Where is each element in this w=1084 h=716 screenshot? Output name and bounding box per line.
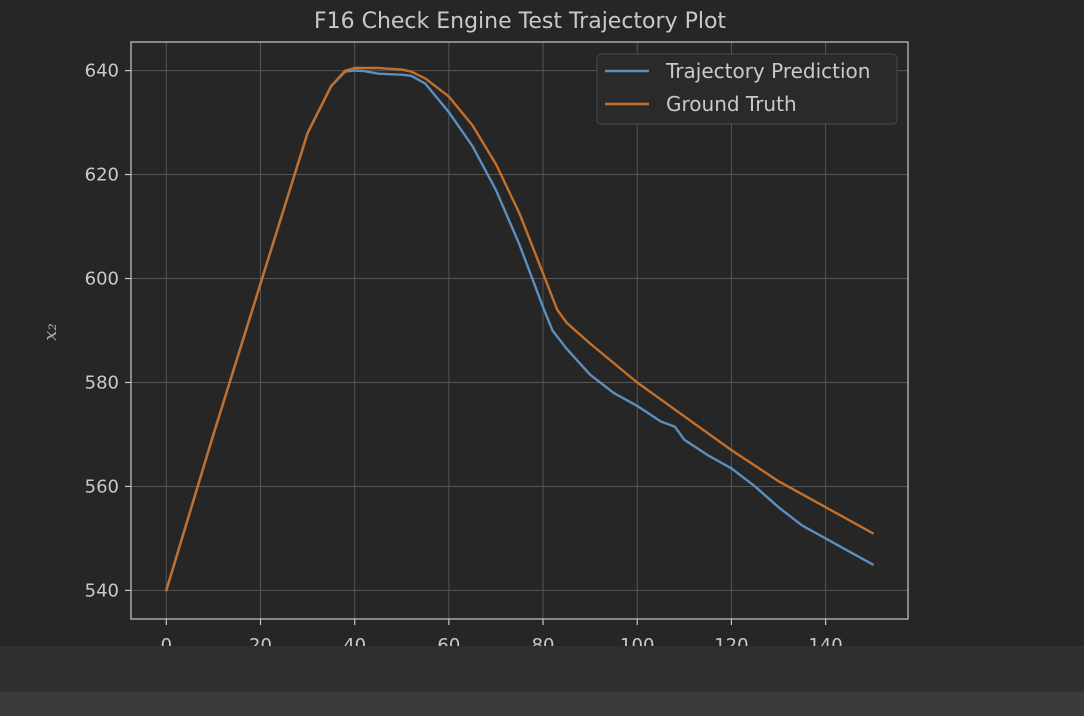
- legend: Trajectory Prediction Ground Truth: [596, 53, 898, 125]
- y-tick-label: 560: [85, 476, 119, 497]
- legend-label: Trajectory Prediction: [665, 59, 870, 83]
- y-tick-label: 640: [85, 61, 119, 82]
- y-tick-label: 620: [85, 165, 119, 186]
- x-tick-label: 0: [161, 635, 172, 656]
- output-panel-strip: [0, 646, 1084, 692]
- series-line-trajectory-prediction: [165, 69, 874, 592]
- y-tick-label: 580: [85, 372, 119, 393]
- series-lines: [165, 66, 874, 592]
- chart-title: F16 Check Engine Test Trajectory Plot: [314, 9, 726, 34]
- y-axis-label: x₂: [40, 323, 61, 340]
- plot-frame: [130, 41, 909, 620]
- legend-label: Ground Truth: [666, 92, 797, 116]
- legend-box: [596, 53, 898, 125]
- status-strip: [0, 692, 1084, 716]
- axis-ticks: 020406080100120140540560580600620640: [85, 61, 843, 656]
- y-tick-label: 600: [85, 269, 119, 290]
- y-tick-label: 540: [85, 580, 119, 601]
- grid-lines: [131, 42, 908, 619]
- series-line-ground-truth: [165, 66, 874, 592]
